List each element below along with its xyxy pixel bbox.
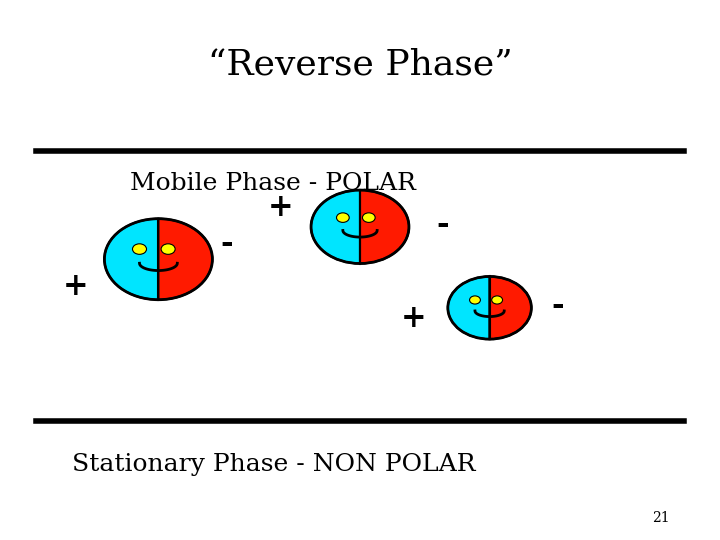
Wedge shape xyxy=(360,190,409,264)
Text: +: + xyxy=(401,303,427,334)
Text: -: - xyxy=(220,227,233,259)
Text: 21: 21 xyxy=(652,511,670,525)
Wedge shape xyxy=(104,219,158,300)
Text: Stationary Phase - NON POLAR: Stationary Phase - NON POLAR xyxy=(72,453,475,476)
Wedge shape xyxy=(490,276,531,339)
Text: -: - xyxy=(552,289,564,321)
Text: Mobile Phase - POLAR: Mobile Phase - POLAR xyxy=(130,172,415,195)
Text: +: + xyxy=(268,192,294,224)
Circle shape xyxy=(132,244,147,254)
Wedge shape xyxy=(158,219,212,300)
Wedge shape xyxy=(448,276,490,339)
Text: -: - xyxy=(436,208,449,240)
Text: “Reverse Phase”: “Reverse Phase” xyxy=(207,48,513,82)
Wedge shape xyxy=(311,190,360,264)
Circle shape xyxy=(362,213,375,222)
Circle shape xyxy=(336,213,349,222)
Circle shape xyxy=(492,296,503,304)
Text: +: + xyxy=(63,271,89,302)
Circle shape xyxy=(161,244,175,254)
Circle shape xyxy=(469,296,480,304)
